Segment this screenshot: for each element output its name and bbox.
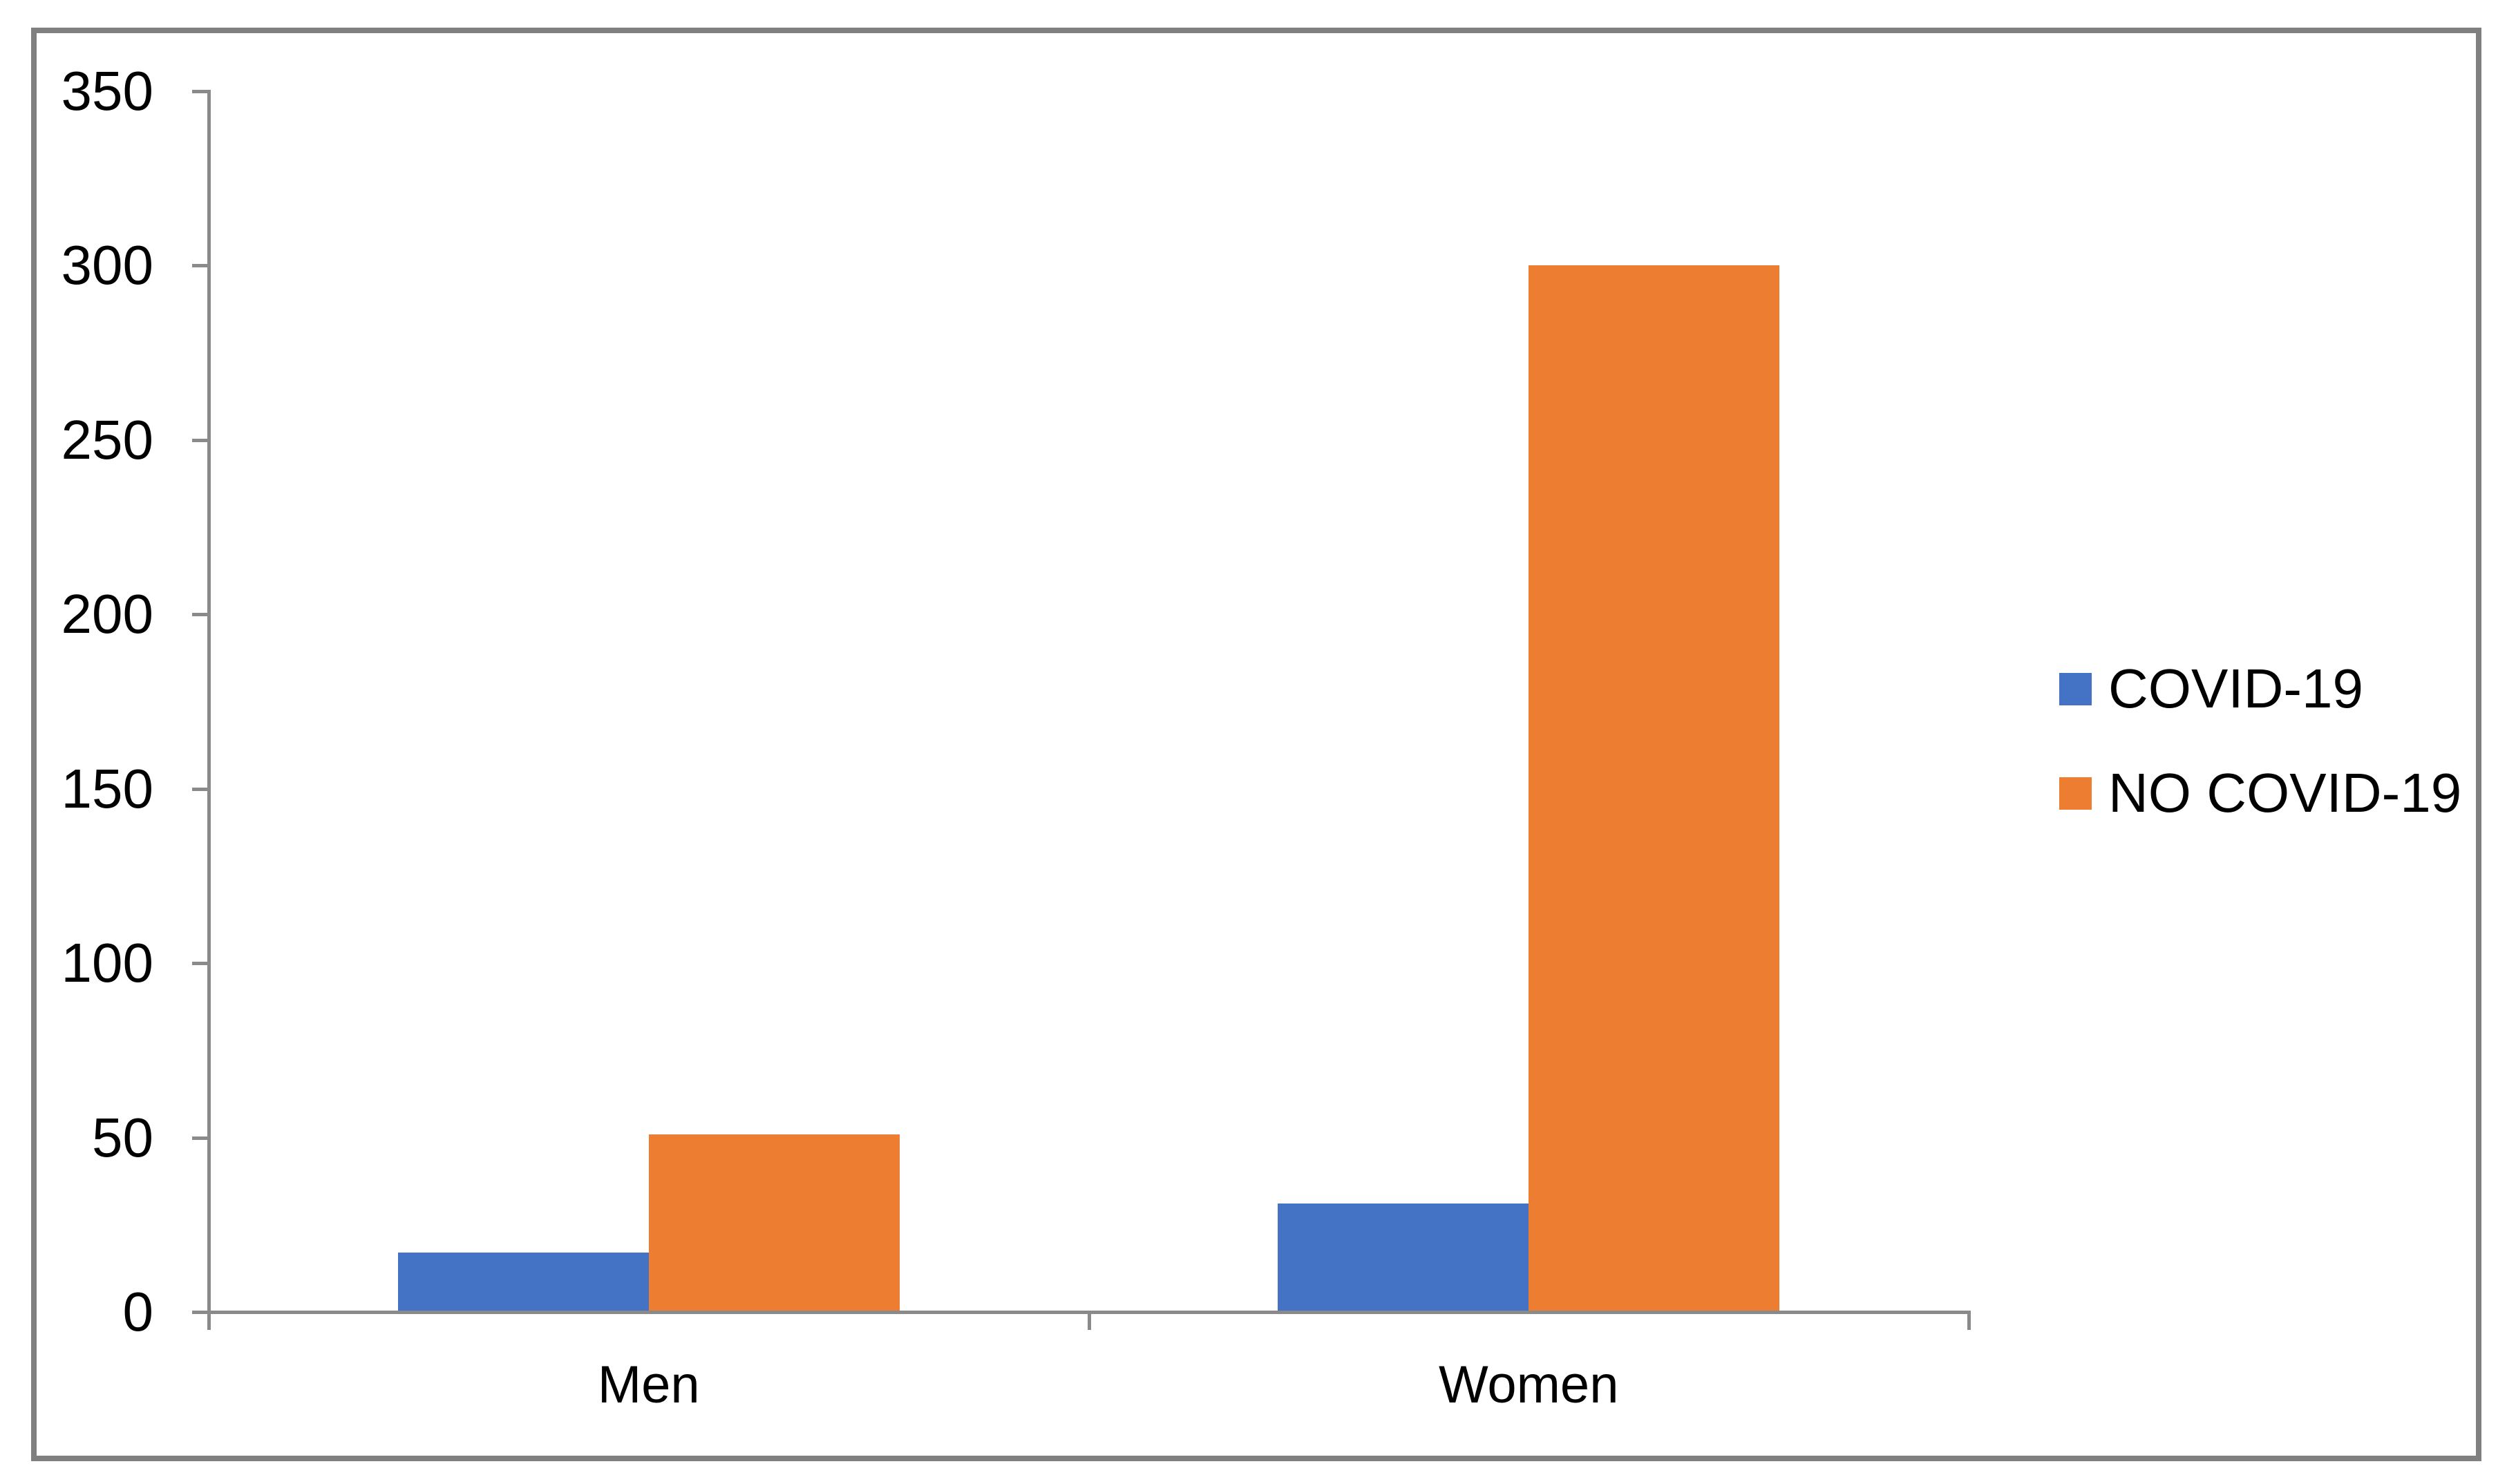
y-tick-mark-100	[192, 962, 209, 966]
y-tick-label-50: 50	[92, 1106, 153, 1168]
bar-men-covid-19	[397, 1253, 649, 1312]
y-tick-label-150: 150	[61, 757, 153, 819]
category-divider-women	[1967, 1312, 1971, 1330]
y-tick-mark-150	[192, 787, 209, 791]
bar-men-no-covid-19	[648, 1134, 900, 1312]
bar-women-no-covid-19	[1529, 265, 1780, 1312]
y-tick-label-200: 200	[61, 583, 153, 645]
chart-border-frame	[31, 28, 2481, 1461]
y-axis-line	[207, 90, 211, 1330]
y-tick-label-350: 350	[61, 60, 153, 122]
y-tick-mark-350	[192, 90, 209, 93]
y-tick-mark-50	[192, 1136, 209, 1140]
category-label-men: Men	[597, 1355, 700, 1414]
y-tick-mark-200	[192, 613, 209, 617]
category-divider-men	[1087, 1312, 1091, 1330]
y-tick-mark-250	[192, 438, 209, 442]
y-tick-mark-0	[192, 1311, 209, 1314]
category-label-women: Women	[1439, 1355, 1619, 1414]
y-tick-label-250: 250	[61, 408, 153, 470]
y-tick-label-300: 300	[61, 234, 153, 296]
y-tick-mark-300	[192, 264, 209, 268]
y-tick-label-100: 100	[61, 932, 153, 994]
y-tick-label-0: 0	[122, 1281, 154, 1342]
bar-women-covid-19	[1278, 1204, 1529, 1312]
